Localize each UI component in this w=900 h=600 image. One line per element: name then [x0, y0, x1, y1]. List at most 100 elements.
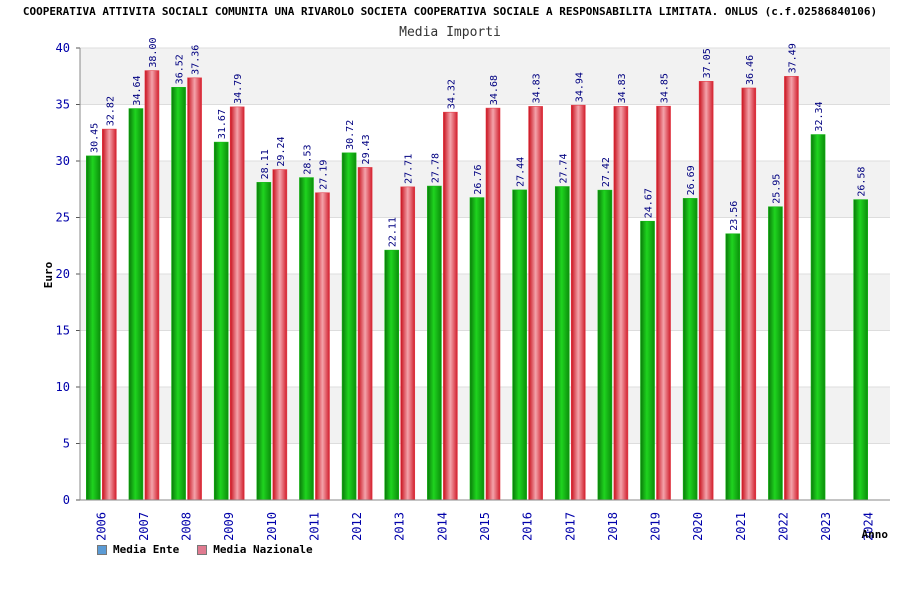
value-label-ente: 26.69: [686, 165, 697, 195]
x-tick-label: 2006: [94, 512, 108, 541]
bar-media-nazionale: [357, 167, 373, 501]
bar-media-nazionale: [698, 81, 714, 501]
x-tick-label: 2014: [435, 512, 449, 541]
value-label-ente: 22.11: [388, 217, 399, 247]
value-label-ente: 27.42: [601, 157, 612, 187]
legend: Media Ente Media Nazionale: [97, 543, 313, 556]
legend-item-ente: Media Ente: [97, 543, 179, 556]
value-label-ente: 28.53: [302, 145, 313, 175]
bar-media-ente: [427, 185, 442, 501]
value-label-ente: 25.95: [771, 174, 782, 204]
y-tick-label: 0: [63, 493, 70, 507]
y-tick-label: 25: [56, 211, 70, 225]
x-tick-label: 2009: [222, 512, 236, 541]
y-tick-label: 10: [56, 380, 70, 394]
bar-media-ente: [469, 197, 485, 501]
y-tick-label: 5: [63, 437, 70, 451]
value-labels: 30.45 32.82 34.64 38.00 36.52 37.36 31.67 34.79…: [89, 37, 867, 247]
value-label-ente: 27.78: [430, 153, 441, 183]
x-tick-label: 2012: [350, 512, 364, 541]
bar-media-ente: [128, 108, 144, 501]
x-tick-label: 2010: [265, 512, 279, 541]
bar-media-ente: [341, 152, 357, 501]
legend-swatch-nazionale: [197, 544, 208, 555]
value-label-nazionale: 36.46: [745, 55, 756, 85]
legend-swatch-ente: [97, 544, 107, 555]
bar-media-nazionale: [229, 106, 245, 501]
bar-media-nazionale: [570, 104, 586, 501]
value-label-nazionale: 34.32: [446, 79, 457, 109]
bar-media-nazionale: [528, 106, 543, 501]
page-title: COOPERATIVA ATTIVITA SOCIALI COMUNITA UN…: [22, 5, 878, 18]
bar-media-ente: [640, 220, 655, 501]
bar-media-nazionale: [485, 107, 501, 501]
value-label-ente: 27.74: [558, 153, 569, 183]
bar-media-ente: [171, 87, 186, 501]
value-label-ente: 24.67: [644, 188, 655, 218]
x-tick-label: 2007: [137, 512, 151, 541]
value-label-nazionale: 37.05: [702, 48, 713, 78]
y-tick-label: 20: [56, 267, 70, 281]
y-tick-label: 40: [56, 41, 70, 55]
value-label-ente: 26.58: [857, 167, 868, 197]
value-label-ente: 28.11: [260, 149, 271, 179]
value-label-nazionale: 27.19: [318, 160, 329, 190]
y-tick-label: 15: [56, 324, 70, 338]
value-label-ente: 30.72: [345, 120, 356, 150]
value-label-ente: 34.64: [132, 75, 143, 105]
bar-media-ente: [86, 155, 101, 501]
bar-media-nazionale: [656, 105, 671, 501]
bar-media-ente: [554, 186, 570, 501]
axes: 0 5 10 15 20 25 30 35 40 2006 2007 2008 2009 2010 2011…: [56, 41, 890, 541]
value-label-ente: 32.34: [814, 101, 825, 131]
y-tick-label: 35: [56, 98, 70, 112]
bar-media-nazionale: [144, 70, 160, 501]
bar-media-ente: [299, 177, 314, 501]
x-tick-label: 2015: [478, 512, 492, 541]
value-label-nazionale: 38.00: [148, 37, 159, 67]
x-tick-label: 2024: [862, 512, 876, 541]
bar-media-nazionale: [741, 87, 757, 501]
value-label-nazionale: 34.68: [489, 75, 500, 105]
x-tick-label: 2017: [563, 512, 577, 541]
value-label-ente: 26.76: [473, 165, 484, 195]
value-label-nazionale: 34.94: [574, 72, 585, 102]
legend-label-ente: Media Ente: [113, 543, 180, 556]
value-label-nazionale: 34.83: [532, 73, 543, 103]
x-tick-label: 2019: [649, 512, 663, 541]
bar-media-ente: [768, 206, 783, 501]
bar-media-ente: [597, 189, 613, 501]
x-tick-label: 2023: [819, 512, 833, 541]
value-label-nazionale: 32.82: [105, 96, 116, 126]
y-axis-label: Euro: [42, 261, 55, 288]
bar-media-ente: [853, 199, 868, 501]
value-label-nazionale: 34.79: [233, 74, 244, 104]
value-label-ente: 36.52: [175, 54, 186, 84]
value-label-ente: 27.44: [516, 157, 527, 187]
bar-media-ente: [725, 233, 741, 501]
x-tick-label: 2008: [180, 512, 194, 541]
x-tick-label: 2021: [734, 512, 748, 541]
bar-media-ente: [256, 182, 272, 501]
x-tick-label: 2013: [393, 512, 407, 541]
bar-media-nazionale: [272, 169, 288, 501]
x-tick-label: 2011: [307, 512, 321, 541]
value-label-nazionale: 34.83: [617, 73, 628, 103]
bar-media-nazionale: [784, 76, 799, 501]
y-tick-label: 30: [56, 154, 70, 168]
bars: [86, 70, 868, 501]
bar-media-nazionale: [613, 106, 629, 501]
bar-media-ente: [384, 249, 400, 501]
bar-media-ente: [213, 141, 229, 501]
bar-media-nazionale: [443, 111, 458, 501]
bar-media-nazionale: [102, 128, 117, 501]
chart-title: Media Importi: [399, 25, 501, 40]
x-axis-label: Anno: [862, 528, 889, 541]
value-label-nazionale: 29.24: [276, 136, 287, 166]
bar-media-nazionale: [400, 186, 416, 501]
bar-media-ente: [810, 134, 826, 501]
x-tick-label: 2020: [691, 512, 705, 541]
bar-media-nazionale: [187, 77, 202, 501]
value-label-ente: 31.67: [217, 109, 228, 139]
